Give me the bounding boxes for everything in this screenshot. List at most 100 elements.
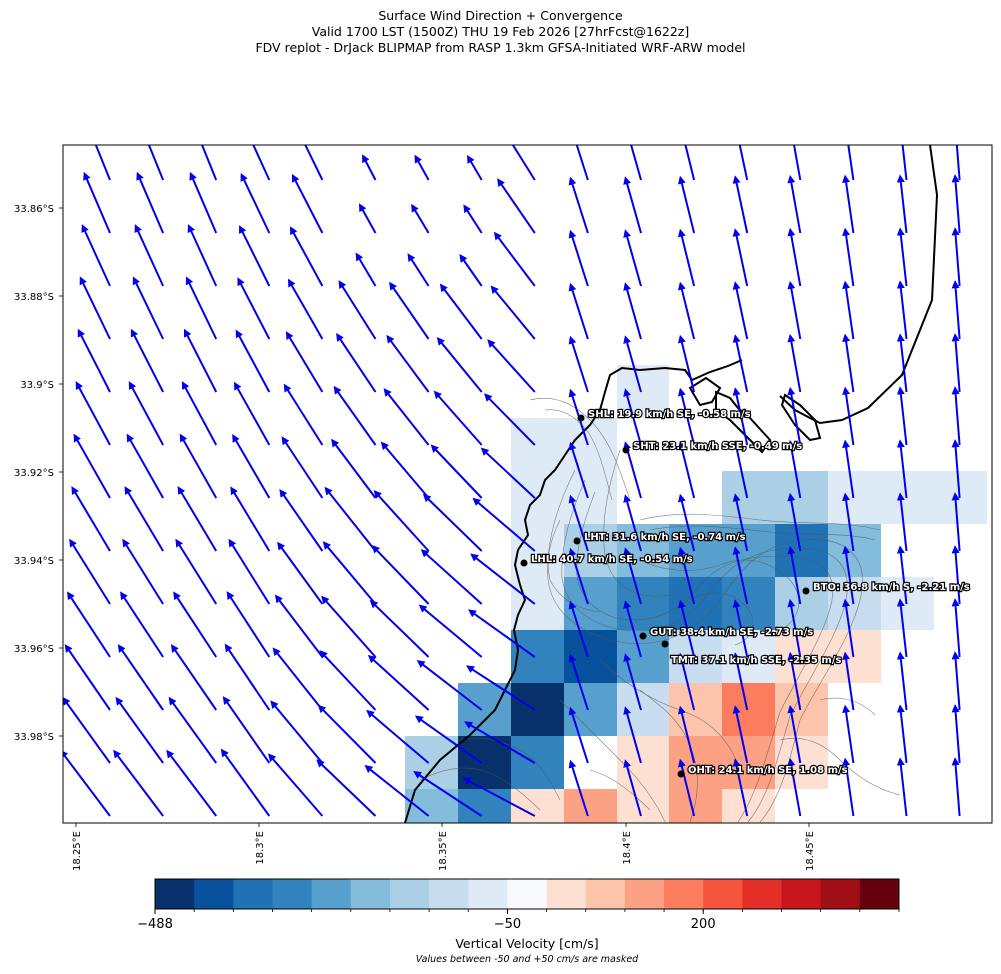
wind-arrow-icon bbox=[336, 332, 377, 393]
vv-cell bbox=[669, 789, 722, 823]
wind-arrow-icon bbox=[842, 174, 855, 234]
wind-arrow-icon bbox=[732, 705, 749, 764]
y-tick-label: 33.92°S bbox=[14, 468, 54, 479]
wind-arrow-icon bbox=[369, 599, 430, 658]
station-lhl: LHL: 40.7 km/h SE, -0.54 m/s bbox=[520, 553, 694, 567]
colorbar-tick-label: 200 bbox=[691, 917, 716, 932]
wind-arrow-icon bbox=[338, 280, 377, 340]
wind-arrow-icon bbox=[951, 280, 961, 340]
wind-arrow-icon bbox=[732, 440, 749, 499]
station-shl: SHL: 19.9 km/h SE, -0.58 m/s bbox=[577, 408, 752, 422]
wind-arrow-icon bbox=[77, 328, 111, 393]
wind-arrow-icon bbox=[120, 591, 164, 658]
wind-arrow-icon bbox=[677, 546, 696, 605]
colorbar-swatch bbox=[546, 879, 587, 909]
wind-arrow-icon bbox=[951, 333, 961, 393]
colorbar-swatch bbox=[429, 879, 469, 909]
wind-arrow-icon bbox=[951, 704, 961, 764]
colorbar-swatch bbox=[389, 879, 430, 909]
wind-arrow-icon bbox=[470, 553, 536, 605]
wind-arrow-icon bbox=[177, 486, 218, 552]
wind-arrow-icon bbox=[69, 538, 111, 605]
wind-arrow-icon bbox=[316, 759, 377, 817]
wind-arrow-icon bbox=[623, 282, 642, 340]
vv-cell bbox=[511, 524, 564, 577]
wind-arrow-icon bbox=[842, 333, 855, 393]
wind-arrow-icon bbox=[230, 486, 271, 552]
vv-cell bbox=[669, 630, 722, 683]
wind-arrow-icon bbox=[414, 715, 483, 764]
wind-arrow-icon bbox=[466, 665, 536, 711]
wind-arrow-icon bbox=[175, 538, 218, 605]
colorbar-swatch bbox=[194, 879, 234, 909]
wind-arrow-icon bbox=[222, 696, 271, 764]
colorbar-swatch bbox=[820, 879, 861, 909]
wind-arrow-icon bbox=[124, 486, 164, 552]
vv-cell bbox=[511, 683, 564, 736]
wind-arrow-icon bbox=[304, 145, 324, 181]
colorbar-swatch bbox=[859, 879, 900, 909]
wind-arrow-icon bbox=[371, 545, 430, 605]
vv-cell bbox=[458, 683, 511, 736]
wind-arrow-icon bbox=[220, 748, 271, 817]
vv-cell bbox=[617, 683, 669, 736]
station-sht: SHT: 23.1 km/h SSE, -0.49 m/s bbox=[622, 440, 803, 454]
vv-cell bbox=[511, 630, 564, 683]
wind-arrow-icon bbox=[732, 493, 749, 552]
y-tick-label: 33.88°S bbox=[14, 292, 54, 303]
wind-arrow-icon bbox=[951, 386, 961, 446]
wind-arrow-icon bbox=[842, 757, 855, 817]
wind-arrow-icon bbox=[274, 594, 324, 658]
station-dot-icon bbox=[520, 559, 528, 567]
wind-arrow-icon bbox=[321, 595, 377, 658]
wind-arrow-icon bbox=[951, 545, 961, 605]
colorbar-swatch bbox=[272, 879, 313, 909]
wind-arrow-icon bbox=[896, 598, 908, 658]
colorbar-swatch bbox=[781, 879, 822, 909]
colorbar: −488 −50 200 bbox=[137, 878, 900, 932]
y-tick-label: 33.98°S bbox=[14, 732, 54, 743]
wind-arrow-icon bbox=[677, 493, 696, 552]
wind-arrow-icon bbox=[568, 229, 589, 287]
colorbar-swatch bbox=[468, 879, 508, 909]
colorbar-swatch bbox=[507, 879, 548, 909]
vv-cell bbox=[722, 577, 775, 630]
colorbar-swatch bbox=[703, 879, 743, 909]
station-label: SHT: 23.1 km/h SSE, -0.49 m/s bbox=[633, 441, 802, 452]
wind-arrow-icon bbox=[459, 254, 483, 287]
wind-arrow-icon bbox=[383, 388, 430, 446]
colorbar-swatch bbox=[664, 879, 704, 909]
wind-arrow-icon bbox=[787, 333, 802, 393]
wind-arrow-icon bbox=[170, 644, 218, 711]
wind-arrow-icon bbox=[677, 228, 696, 287]
vv-cell bbox=[722, 683, 775, 736]
wind-arrow-icon bbox=[81, 224, 111, 287]
wind-arrow-icon bbox=[568, 759, 589, 817]
wind-arrow-icon bbox=[896, 227, 908, 287]
vv-cell bbox=[669, 577, 722, 630]
wind-arrow-icon bbox=[173, 591, 218, 658]
wind-arrow-icon bbox=[732, 758, 749, 817]
wind-arrow-icon bbox=[413, 771, 483, 817]
x-tick-label: 18.25°E bbox=[72, 831, 83, 871]
vv-cell bbox=[722, 630, 775, 683]
station-dot-icon bbox=[573, 537, 581, 545]
wind-arrow-icon bbox=[677, 334, 696, 393]
wind-arrow-icon bbox=[787, 492, 802, 552]
wind-arrow-icon bbox=[568, 176, 589, 234]
wind-arrow-icon bbox=[787, 545, 802, 605]
wind-arrow-icon bbox=[787, 386, 802, 446]
wind-arrow-icon bbox=[493, 231, 536, 287]
wind-arrow-icon bbox=[362, 154, 377, 181]
wind-arrow-icon bbox=[168, 696, 218, 764]
wind-arrow-icon bbox=[422, 493, 483, 552]
wind-arrow-icon bbox=[285, 331, 324, 393]
wind-arrow-icon bbox=[358, 203, 377, 234]
wind-arrow-icon bbox=[842, 651, 855, 711]
wind-arrow-icon bbox=[951, 439, 961, 499]
wind-arrow-icon bbox=[239, 225, 271, 287]
wind-arrow-icon bbox=[147, 145, 165, 181]
colorbar-swatch bbox=[585, 879, 626, 909]
vv-cell bbox=[722, 471, 775, 524]
wind-arrow-icon bbox=[166, 749, 217, 817]
